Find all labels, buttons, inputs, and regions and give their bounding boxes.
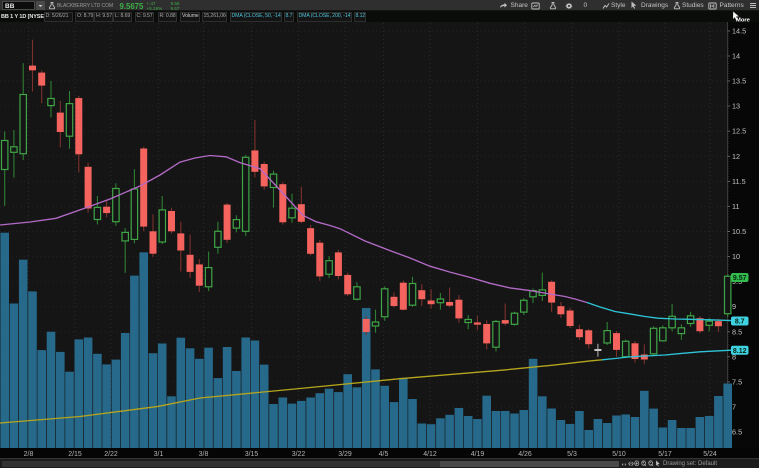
- svg-text:9.57: 9.57: [733, 275, 747, 282]
- svg-text:4/19: 4/19: [471, 451, 485, 458]
- svg-text:More: More: [736, 18, 751, 24]
- svg-text:12: 12: [732, 152, 740, 161]
- svg-text:8.12: 8.12: [733, 348, 747, 355]
- svg-text:14: 14: [732, 52, 740, 61]
- svg-text:5/10: 5/10: [612, 451, 626, 458]
- svg-text:4/12: 4/12: [423, 451, 437, 458]
- svg-text:4/26: 4/26: [518, 451, 532, 458]
- svg-text:10: 10: [732, 252, 740, 261]
- svg-text:8.7: 8.7: [735, 319, 745, 326]
- svg-text:3/22: 3/22: [292, 451, 306, 458]
- svg-text:12.5: 12.5: [732, 127, 746, 136]
- svg-text:7: 7: [732, 402, 736, 411]
- svg-text:8: 8: [732, 352, 736, 361]
- svg-text:14.5: 14.5: [732, 27, 746, 36]
- svg-text:3/15: 3/15: [245, 451, 259, 458]
- svg-text:6.5: 6.5: [732, 428, 742, 437]
- svg-text:7.5: 7.5: [732, 377, 742, 386]
- svg-text:5/17: 5/17: [658, 451, 672, 458]
- svg-text:10.5: 10.5: [732, 227, 746, 236]
- svg-text:5/3: 5/3: [567, 451, 577, 458]
- svg-text:3/29: 3/29: [338, 451, 352, 458]
- svg-text:8.5: 8.5: [732, 327, 742, 336]
- svg-text:2/8: 2/8: [24, 451, 34, 458]
- svg-text:9: 9: [732, 302, 736, 311]
- svg-text:2/15: 2/15: [68, 451, 82, 458]
- svg-text:4/5: 4/5: [379, 451, 389, 458]
- svg-text:3/8: 3/8: [199, 451, 209, 458]
- svg-text:13.5: 13.5: [732, 77, 746, 86]
- svg-text:3/1: 3/1: [154, 451, 164, 458]
- svg-text:2/22: 2/22: [104, 451, 118, 458]
- svg-text:11: 11: [732, 202, 740, 211]
- svg-text:13: 13: [732, 102, 740, 111]
- svg-text:5/24: 5/24: [703, 451, 717, 458]
- svg-text:11.5: 11.5: [732, 177, 746, 186]
